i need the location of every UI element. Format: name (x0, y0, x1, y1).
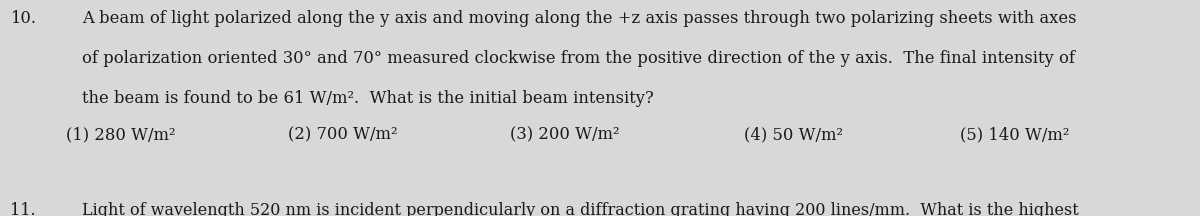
Text: (4) 50 W/m²: (4) 50 W/m² (744, 126, 842, 143)
Text: (1) 280 W/m²: (1) 280 W/m² (66, 126, 175, 143)
Text: 10.: 10. (10, 10, 36, 27)
Text: (3) 200 W/m²: (3) 200 W/m² (510, 126, 619, 143)
Text: (5) 140 W/m²: (5) 140 W/m² (960, 126, 1069, 143)
Text: 11.: 11. (10, 202, 35, 216)
Text: of polarization oriented 30° and 70° measured clockwise from the positive direct: of polarization oriented 30° and 70° mea… (82, 50, 1075, 67)
Text: (2) 700 W/m²: (2) 700 W/m² (288, 126, 397, 143)
Text: the beam is found to be 61 W/m².  What is the initial beam intensity?: the beam is found to be 61 W/m². What is… (82, 90, 653, 107)
Text: A beam of light polarized along the y axis and moving along the +z axis passes t: A beam of light polarized along the y ax… (82, 10, 1076, 27)
Text: Light of wavelength 520 nm is incident perpendicularly on a diffraction grating : Light of wavelength 520 nm is incident p… (82, 202, 1079, 216)
